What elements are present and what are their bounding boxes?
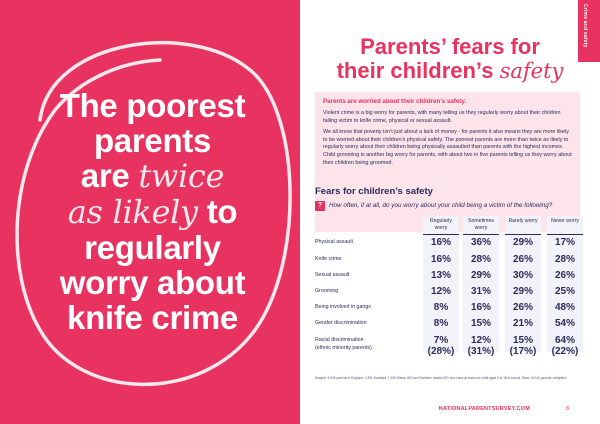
column-rule — [423, 234, 459, 235]
column-rule — [505, 234, 541, 235]
table-cell: 8% — [433, 302, 449, 313]
table-subcell: (17%) — [509, 346, 537, 357]
table-cell: 13% — [430, 270, 451, 281]
intro-heading: Parents are worried about their children… — [323, 98, 467, 105]
table-cell: 30% — [512, 270, 533, 281]
quote-line: worry about — [59, 264, 246, 301]
column-rule — [547, 234, 583, 235]
question-text: How often, if at all, do you worry about… — [329, 202, 553, 209]
column-header: Never worry — [551, 218, 579, 224]
row-label: Gender discrimination — [315, 320, 367, 326]
table-subcell: (31%) — [467, 346, 495, 357]
row-label: Being involved in gangs — [315, 304, 371, 310]
table-subcell: (28%) — [427, 346, 455, 357]
quote-line: regularly — [84, 229, 221, 266]
table-cell: 12% — [430, 286, 451, 297]
title-text: their children’s — [336, 58, 500, 83]
quote-text: are — [80, 157, 139, 194]
table-cell: 12% — [470, 335, 491, 346]
quote-line: parents — [93, 122, 212, 159]
table-cell: 15% — [512, 335, 533, 346]
table-cell: 29% — [470, 270, 491, 281]
table-cell: 21% — [512, 318, 533, 329]
question-icon: ? — [315, 200, 325, 211]
table-cell: 16% — [470, 302, 491, 313]
table-cell: 64% — [554, 335, 575, 346]
quote-line: knife crime — [67, 299, 238, 336]
table-cell: 48% — [554, 302, 575, 313]
table-cell: 16% — [430, 237, 451, 248]
quote-text: to — [197, 193, 238, 230]
table-cell: 28% — [554, 254, 575, 265]
column-rule — [463, 234, 499, 235]
table-cell: 26% — [512, 302, 533, 313]
section-tab: Crime and safety — [578, 0, 600, 62]
hand-drawn-circle — [15, 41, 292, 387]
row-label: Knife crime — [315, 256, 342, 262]
table-cell: 28% — [470, 254, 491, 265]
title-line: their children’s safety — [330, 58, 570, 84]
column-background — [463, 216, 499, 352]
page-title: Parents’ fears for their children’s safe… — [330, 34, 570, 84]
row-label: Physical assault — [315, 239, 353, 245]
quote-line: as likely to — [40, 194, 265, 230]
column-header: Rarely worry — [508, 218, 538, 224]
intro-box: Parents are worried about their children… — [315, 92, 580, 232]
table-cell: 36% — [470, 237, 491, 248]
column-header: Regularly worry — [430, 218, 452, 231]
footer-url[interactable]: NATIONALPARENTSURVEY.COM — [438, 406, 530, 412]
right-page: Crime and safety Parents’ fears for thei… — [300, 0, 600, 424]
pull-quote: The poorest parents are twice as likely … — [40, 88, 265, 335]
row-label: Sexual assault — [315, 272, 350, 278]
quote-handwritten: twice — [138, 157, 225, 195]
row-label: Grooming — [315, 288, 339, 294]
survey-question: ? How often, if at all, do you worry abo… — [315, 200, 580, 211]
quote-line: are twice — [40, 158, 265, 194]
table-cell: 29% — [512, 286, 533, 297]
left-page: The poorest parents are twice as likely … — [0, 0, 300, 424]
column-background — [505, 216, 541, 352]
table-cell: 29% — [512, 237, 533, 248]
table-subcell: (22%) — [551, 346, 579, 357]
table-cell: 26% — [512, 254, 533, 265]
column-background — [547, 216, 583, 352]
table-cell: 26% — [554, 270, 575, 281]
table-cell: 7% — [433, 335, 449, 346]
table-cell: 8% — [433, 318, 449, 329]
table-cell: 31% — [470, 286, 491, 297]
intro-paragraph: Violent crime is a big worry for parents… — [323, 110, 561, 124]
column-header: Sometimes worry — [468, 218, 494, 231]
table-cell: 15% — [470, 318, 491, 329]
sample-note: Sample: 9,949 parents in England, 3,391 … — [315, 376, 567, 380]
quote-handwritten: as likely — [67, 193, 198, 231]
table-cell: 54% — [554, 318, 575, 329]
table-cell: 16% — [430, 254, 451, 265]
quote-line: The poorest — [59, 87, 246, 124]
table-cell: 25% — [554, 286, 575, 297]
title-handwritten: safety — [499, 59, 564, 83]
table-cell: 17% — [554, 237, 575, 248]
row-sublabel: (ethnic minority parents) — [315, 345, 372, 351]
column-background — [423, 216, 459, 352]
section-tab-label: Crime and safety — [582, 4, 588, 48]
intro-paragraph: We all know that poverty isn’t just abou… — [323, 129, 572, 166]
row-label: Racial discrimination — [315, 337, 364, 343]
table-title: Fears for children’s safety — [315, 186, 433, 197]
page-number: 8 — [566, 406, 570, 412]
title-line: Parents’ fears for — [360, 34, 540, 59]
